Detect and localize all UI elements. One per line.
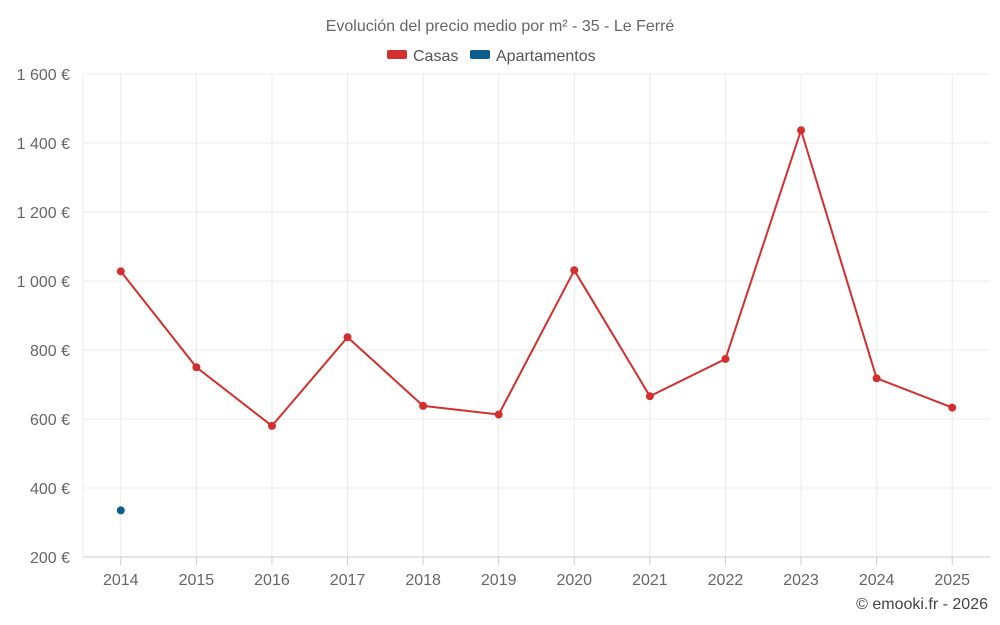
y-tick-label: 1 600 € xyxy=(17,67,70,84)
series-line-casas xyxy=(120,129,953,427)
x-tick-label: 2016 xyxy=(254,572,290,589)
y-tick-label: 400 € xyxy=(30,481,70,498)
chart-title: Evolución del precio medio por m² - 35 -… xyxy=(326,18,675,35)
x-tick-label: 2022 xyxy=(708,572,744,589)
x-tick-label: 2025 xyxy=(934,572,970,589)
data-point-casas[interactable] xyxy=(192,363,201,372)
y-tick-label: 200 € xyxy=(30,550,70,567)
data-point-casas[interactable] xyxy=(116,267,125,276)
data-point-casas[interactable] xyxy=(948,403,957,412)
legend-item-casas[interactable]: Casas xyxy=(387,48,458,65)
x-tick-label: 2014 xyxy=(103,572,139,589)
credit-text: © emooki.fr - 2026 xyxy=(856,596,988,613)
data-point-casas[interactable] xyxy=(419,401,428,410)
y-tick-label: 1 200 € xyxy=(17,205,70,222)
x-tick-label: 2017 xyxy=(330,572,366,589)
data-point-casas[interactable] xyxy=(872,374,881,383)
data-point-casas[interactable] xyxy=(797,126,806,135)
x-tick-label: 2023 xyxy=(783,572,819,589)
x-tick-label: 2021 xyxy=(632,572,668,589)
series-layer xyxy=(116,126,957,515)
legend: Casas Apartamentos xyxy=(387,48,596,65)
data-point-casas[interactable] xyxy=(645,392,654,401)
x-tick-label: 2018 xyxy=(405,572,441,589)
legend-label-apartamentos: Apartamentos xyxy=(496,48,596,65)
x-tick-label: 2015 xyxy=(179,572,215,589)
legend-label-casas: Casas xyxy=(413,48,458,65)
data-point-casas[interactable] xyxy=(343,333,352,342)
x-tick-label: 2024 xyxy=(859,572,895,589)
x-tick-label: 2019 xyxy=(481,572,517,589)
y-tick-label: 1 000 € xyxy=(17,274,70,291)
data-point-casas[interactable] xyxy=(570,266,579,275)
axis-layer: 200 € 400 € 600 € 800 € 1 000 € 1 200 € 1 400 … xyxy=(17,67,990,589)
data-point-casas[interactable] xyxy=(721,354,730,363)
data-point-casas[interactable] xyxy=(494,410,503,419)
data-point-casas[interactable] xyxy=(267,421,276,430)
y-tick-label: 600 € xyxy=(30,412,70,429)
legend-swatch-apartamentos xyxy=(470,50,490,59)
data-point-apartamentos[interactable] xyxy=(116,506,125,515)
legend-item-apartamentos[interactable]: Apartamentos xyxy=(470,48,596,65)
legend-swatch-casas xyxy=(387,50,407,59)
x-tick-label: 2020 xyxy=(556,572,592,589)
y-tick-label: 1 400 € xyxy=(17,136,70,153)
grid-layer xyxy=(83,73,990,557)
y-tick-label: 800 € xyxy=(30,343,70,360)
